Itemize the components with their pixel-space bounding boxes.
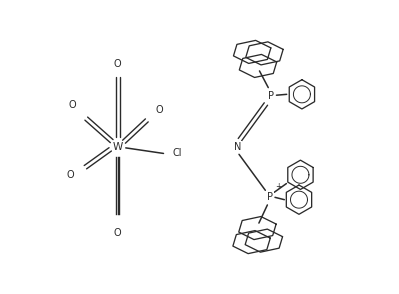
Text: +: + — [276, 182, 282, 191]
Text: N: N — [234, 142, 241, 152]
Text: Cl: Cl — [172, 148, 182, 158]
Text: P: P — [268, 91, 274, 101]
Text: P: P — [267, 192, 273, 202]
Text: O: O — [114, 228, 121, 238]
Text: W: W — [113, 142, 123, 152]
Text: O: O — [114, 59, 121, 69]
Text: O: O — [68, 100, 76, 110]
Text: O: O — [67, 170, 75, 180]
Text: O: O — [156, 105, 163, 115]
